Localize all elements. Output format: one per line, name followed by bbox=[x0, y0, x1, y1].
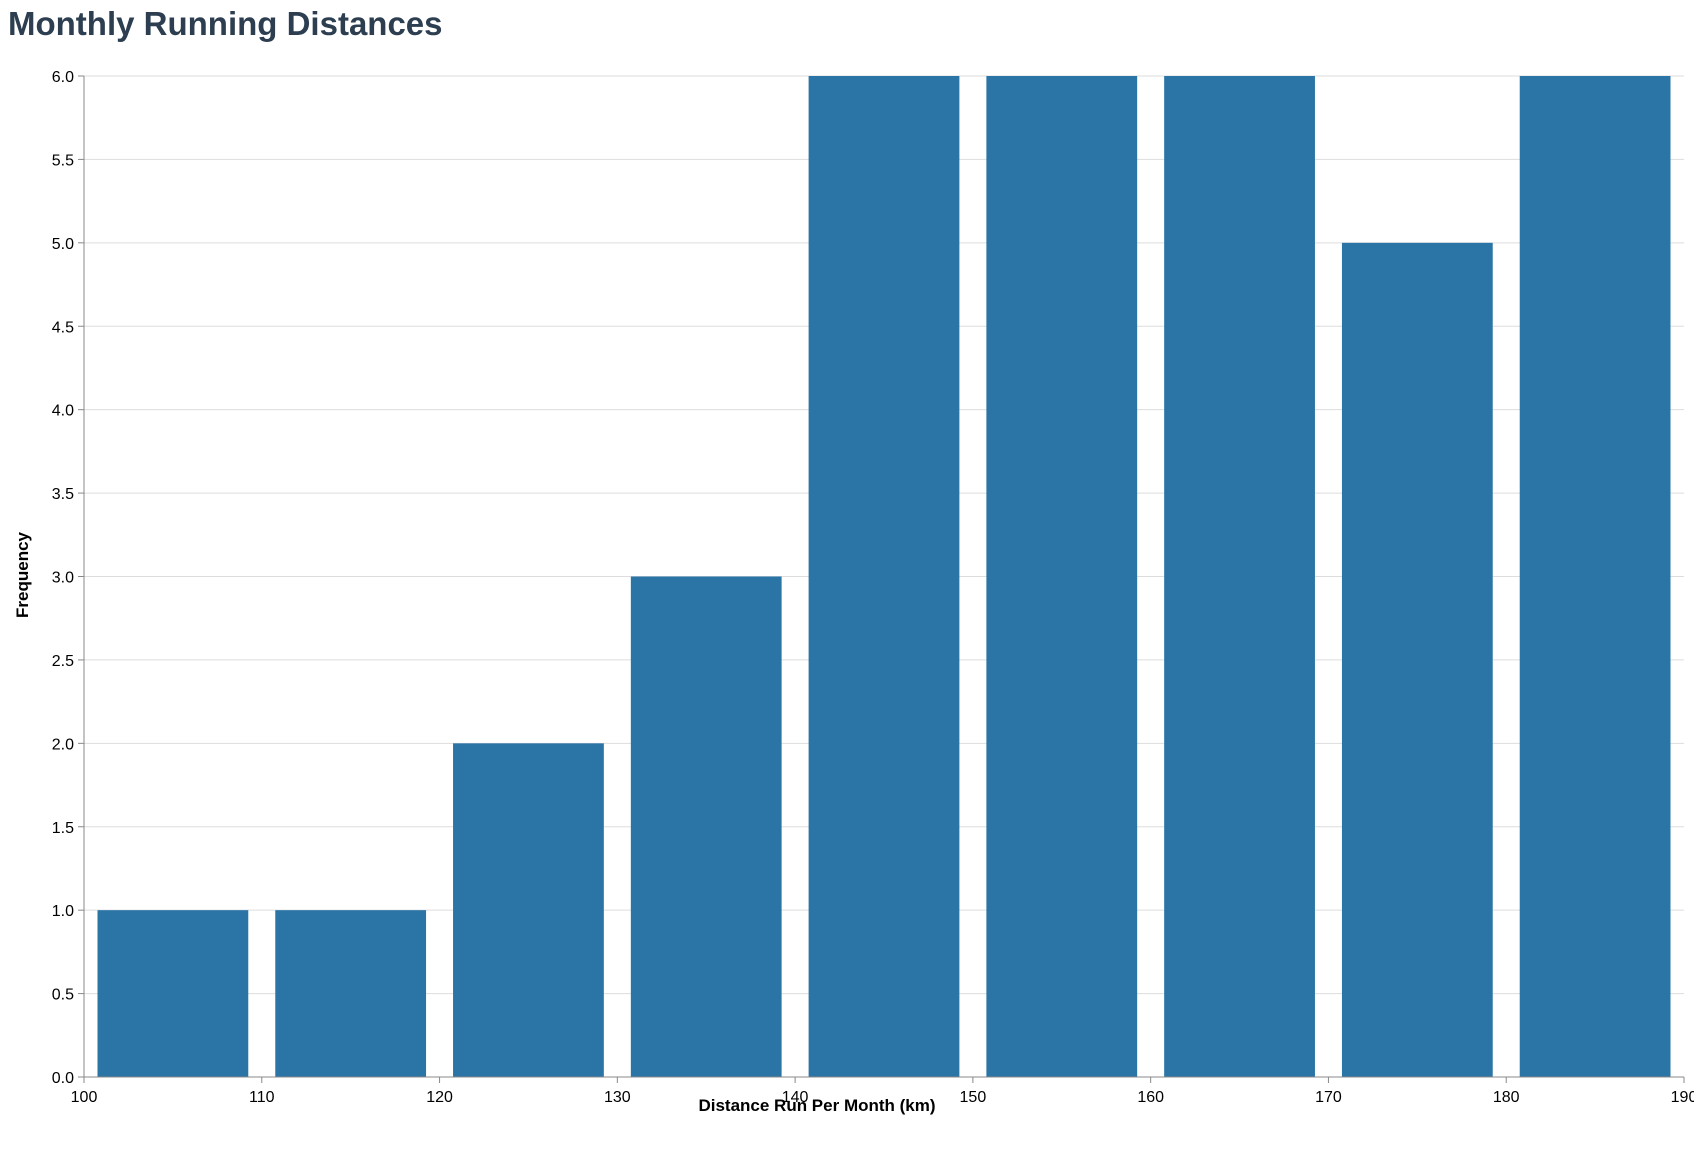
x-tick-label: 170 bbox=[1315, 1089, 1342, 1106]
y-tick-label: 1.5 bbox=[52, 820, 74, 837]
x-tick-label: 150 bbox=[960, 1089, 987, 1106]
histogram-bar bbox=[630, 576, 782, 1077]
histogram-bar bbox=[275, 910, 427, 1077]
histogram-bar bbox=[808, 76, 960, 1077]
x-tick-label: 120 bbox=[426, 1089, 453, 1106]
histogram-bar bbox=[453, 743, 604, 1077]
y-tick-label: 5.5 bbox=[52, 152, 74, 169]
x-tick-label: 140 bbox=[782, 1089, 809, 1106]
y-tick-label: 5.0 bbox=[52, 236, 74, 253]
histogram-bar bbox=[97, 910, 249, 1077]
histogram-bar bbox=[1341, 242, 1493, 1078]
y-tick-label: 3.0 bbox=[52, 570, 74, 587]
y-tick-label: 0.0 bbox=[52, 1070, 74, 1087]
axes: 0.0 0.5 1.0 1.5 2.0 2.5 3.0 3.5 4.0 4.5 5.0 5.5 6.0 1… bbox=[52, 69, 1694, 1106]
x-tick-label: 130 bbox=[604, 1089, 631, 1106]
y-tick-label: 4.0 bbox=[52, 403, 74, 420]
histogram-bar bbox=[986, 76, 1138, 1077]
y-tick-label: 2.0 bbox=[52, 736, 74, 753]
x-axis-title: Distance Run Per Month (km) bbox=[698, 1096, 935, 1115]
histogram-bar bbox=[1164, 76, 1315, 1077]
y-tick-label: 1.0 bbox=[52, 903, 74, 920]
bars bbox=[97, 76, 1671, 1078]
x-tick-label: 100 bbox=[71, 1089, 98, 1106]
histogram-bar bbox=[1519, 76, 1671, 1077]
chart-title: Monthly Running Distances bbox=[8, 5, 443, 42]
x-tick-label: 110 bbox=[249, 1089, 275, 1106]
y-tick-label: 4.5 bbox=[52, 319, 74, 336]
y-tick-label: 3.5 bbox=[52, 486, 74, 503]
y-tick-label: 0.5 bbox=[52, 987, 74, 1004]
y-axis-title: Frequency bbox=[13, 531, 32, 618]
x-tick-label: 160 bbox=[1137, 1089, 1164, 1106]
y-tick-label: 2.5 bbox=[52, 653, 74, 670]
x-tick-label: 180 bbox=[1493, 1089, 1520, 1106]
y-tick-label: 6.0 bbox=[52, 69, 74, 86]
x-tick-label: 190 bbox=[1671, 1089, 1694, 1106]
